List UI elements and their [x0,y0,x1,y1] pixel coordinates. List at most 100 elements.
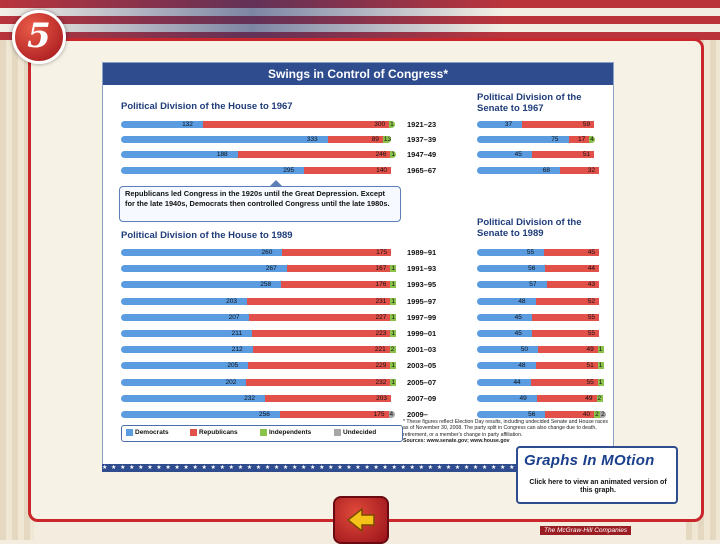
bar-republicans-2-5: 223 [252,330,390,337]
legend-independents: Independents [260,428,311,438]
back-button[interactable] [333,496,389,544]
bar-republicans-3-8: 55 [531,379,598,386]
bar-value-label: 2 [598,395,602,402]
bar-independents-3-7: 1 [598,362,604,369]
bar-value-label: 1 [391,298,395,305]
bar-republicans-3-1: 44 [545,265,599,272]
legend-democrats-swatch [126,429,133,436]
legend-independents-swatch [260,429,267,436]
bar-value-label: 4 [590,136,594,143]
bar-value-label: 258 [260,281,271,288]
bar-value-label: 37 [505,121,512,128]
bar-independents-2-7: 1 [390,362,396,369]
bar-value-label: 13 [384,136,391,143]
bar-republicans-3-2: 43 [547,281,599,288]
bar-democrats-0-0: 132 [121,121,203,128]
bar-independents-2-6: 2 [390,346,396,353]
bar-democrats-2-5: 211 [121,330,252,337]
year-label: 1947–49 [407,150,469,159]
bar-value-label: 56 [528,265,535,272]
bar-republicans-3-7: 51 [536,362,598,369]
bar-independents-2-3: 1 [390,298,396,305]
bar-value-label: 295 [283,167,294,174]
bar-republicans-2-8: 232 [246,379,390,386]
chapter-badge: 5 [12,10,66,64]
bar-value-label: 1 [391,314,395,321]
bar-value-label: 1 [391,281,395,288]
bar-value-label: 50 [521,346,528,353]
year-label: 1991–93 [407,264,469,273]
year-label: 2007–09 [407,394,469,403]
year-label: 1997–99 [407,313,469,322]
bar-value-label: 1 [391,151,395,158]
graphs-in-motion-button[interactable]: Graphs In MOtion Click here to view an a… [516,446,678,504]
bar-value-label: 4 [390,411,394,418]
bar-independents-2-2: 1 [390,281,396,288]
bar-republicans-3-9: 49 [537,395,597,402]
annotation-note: Republicans led Congress in the 1920s un… [119,186,401,222]
bar-value-label: 2 [601,411,605,418]
bar-value-label: 49 [520,395,527,402]
bar-democrats-3-6: 50 [477,346,538,353]
bar-value-label: 300 [374,121,385,128]
bar-independents-2-8: 1 [390,379,396,386]
bar-value-label: 57 [529,281,536,288]
bar-republicans-1-2: 51 [532,151,594,158]
bar-democrats-2-4: 207 [121,314,249,321]
bar-value-label: 1 [599,346,603,353]
bar-value-label: 203 [376,395,387,402]
bar-republicans-2-3: 231 [247,298,390,305]
legend-undecided-label: Undecided [343,429,376,436]
legend: Democrats Republicans Independents Undec… [121,425,403,442]
bar-value-label: 1 [391,265,395,272]
bar-value-label: 175 [376,249,387,256]
bar-undecided-2-10: 4 [389,411,395,418]
bar-republicans-2-10: 175 [280,411,389,418]
bar-value-label: 1 [391,379,395,386]
bar-value-label: 32 [588,167,595,174]
bar-value-label: 2 [595,411,599,418]
bar-democrats-2-8: 202 [121,379,246,386]
bar-democrats-1-2: 45 [477,151,532,158]
year-label: 1995–97 [407,297,469,306]
bar-democrats-0-2: 188 [121,151,238,158]
bar-republicans-3-4: 55 [532,314,599,321]
bar-independents-3-6: 1 [598,346,604,353]
bar-value-label: 1 [391,362,395,369]
bar-value-label: 55 [588,314,595,321]
senate-1967-title: Political Division of the Senate to 1967 [477,92,587,114]
bar-republicans-0-1: 89 [328,136,383,143]
graphs-in-motion-logo: Graphs In MOtion [524,452,655,469]
bar-democrats-1-3: 68 [477,167,560,174]
bar-value-label: 223 [376,330,387,337]
legend-independents-label: Independents [269,429,311,436]
bar-republicans-0-0: 300 [203,121,389,128]
bar-independents-3-8: 1 [598,379,604,386]
bar-value-label: 51 [587,362,594,369]
bar-value-label: 221 [375,346,386,353]
bar-independents-2-5: 1 [390,330,396,337]
year-label: 2001–03 [407,345,469,354]
year-label: 2005–07 [407,378,469,387]
year-label: 2003–05 [407,361,469,370]
legend-republicans: Republicans [190,428,238,438]
bar-democrats-1-1: 75 [477,136,569,143]
bar-democrats-3-0: 55 [477,249,544,256]
bar-republicans-2-2: 176 [281,281,390,288]
bar-value-label: 89 [372,136,379,143]
bar-republicans-0-3: 140 [304,167,391,174]
bar-independents-2-4: 1 [390,314,396,321]
bar-value-label: 132 [182,121,193,128]
bar-value-label: 43 [588,281,595,288]
year-label: 1999–01 [407,329,469,338]
bar-democrats-3-8: 44 [477,379,531,386]
bar-republicans-3-5: 55 [532,330,599,337]
bar-value-label: 231 [376,298,387,305]
bar-value-label: 1 [599,362,603,369]
bar-value-label: 56 [528,411,535,418]
publisher-logo: The McGraw-Hill Companies [540,526,631,535]
bar-independents-0-0: 1 [389,121,395,128]
bar-value-label: 176 [376,281,387,288]
bar-value-label: 188 [217,151,228,158]
footnote: * These figures reflect Election Day res… [403,419,608,445]
